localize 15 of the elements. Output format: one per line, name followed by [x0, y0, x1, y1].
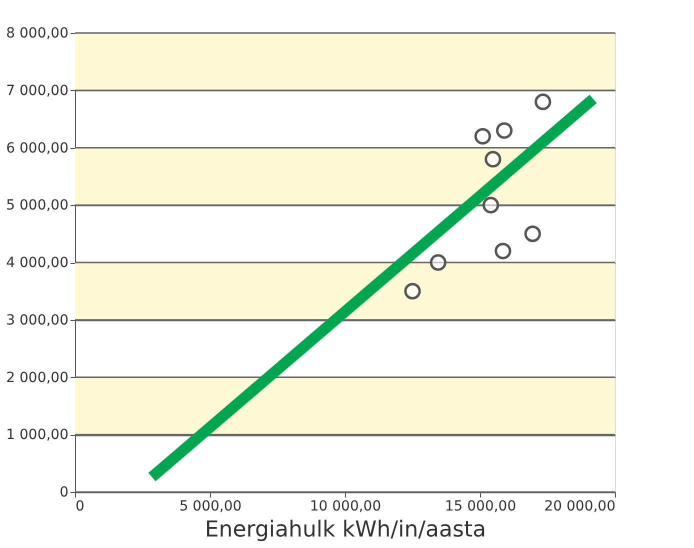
- y-tick-label: 7 000,00: [6, 82, 68, 99]
- y-tick-label: 1 000,00: [6, 427, 68, 444]
- y-tick-label: 5 000,00: [6, 198, 68, 214]
- x-axis-title: Energiahulk kWh/in/aasta: [204, 518, 486, 542]
- x-tick-label: 10 000,00: [310, 498, 382, 514]
- x-tick-label: 0: [76, 498, 84, 514]
- y-tick-label: 3 000,00: [6, 312, 68, 328]
- y-tick-label: 0: [60, 484, 68, 500]
- x-tick-label: 20 000,00: [544, 498, 616, 514]
- x-tick-label: 5 000,00: [179, 498, 242, 514]
- x-tick-label: 15 000,00: [444, 498, 516, 514]
- y-tick-label: 4 000,00: [6, 255, 68, 271]
- y-tick-label: 8 000,00: [6, 26, 68, 42]
- y-tick-label: 2 000,00: [6, 370, 68, 386]
- y-tick-label: 6 000,00: [6, 140, 68, 156]
